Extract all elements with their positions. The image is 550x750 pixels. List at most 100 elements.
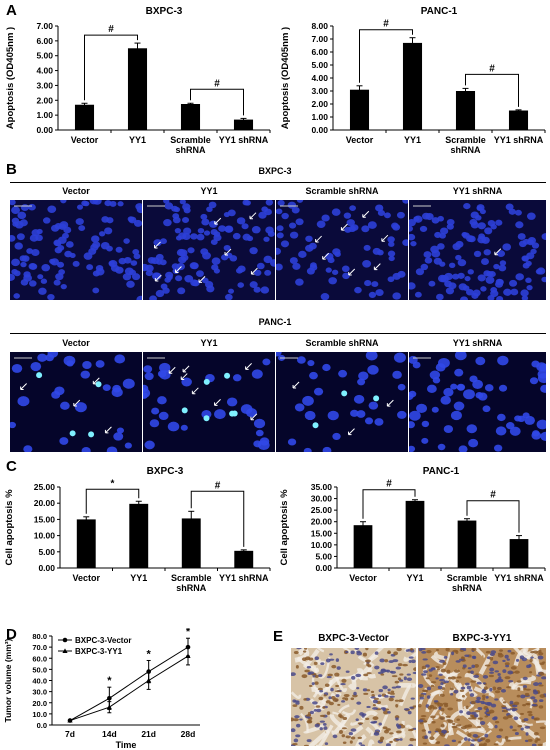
micrograph-canvas [276, 352, 407, 452]
nucleus [106, 446, 118, 452]
cell-nucleus [537, 743, 543, 746]
nucleus [532, 430, 540, 437]
y-tick-label: 3.00 [311, 86, 328, 96]
nucleus [356, 410, 366, 418]
nucleus [208, 220, 218, 228]
cell-nucleus [319, 690, 324, 693]
nucleus [122, 378, 135, 389]
nucleus [522, 255, 529, 262]
nucleus [465, 288, 474, 296]
nucleus [364, 280, 372, 287]
arrow-marker [386, 399, 394, 407]
cell-nucleus [523, 718, 529, 722]
panel-b-col-vector: Vector [62, 186, 90, 196]
cell-nucleus [474, 663, 479, 668]
cell-nucleus [438, 673, 443, 676]
cell-nucleus [291, 672, 296, 677]
cell-nucleus [355, 718, 359, 722]
cell-nucleus [469, 693, 475, 697]
nucleus [23, 445, 33, 452]
cell-nucleus [354, 648, 360, 651]
nucleus [303, 447, 312, 452]
nucleus [371, 281, 379, 288]
cell-nucleus [478, 743, 485, 746]
nucleus [434, 231, 442, 239]
cell-nucleus [350, 697, 355, 701]
nucleus [409, 421, 415, 429]
stroma-fiber [401, 720, 406, 735]
significance-mark: # [383, 19, 389, 30]
legend-marker [62, 648, 68, 653]
cell-nucleus [350, 736, 356, 740]
cell-nucleus [409, 738, 415, 742]
cell-nucleus [405, 649, 409, 652]
nucleus [484, 384, 494, 392]
cell-nucleus [389, 692, 396, 695]
panel-b-col-vector-2: Vector [62, 338, 90, 348]
nucleus [183, 227, 192, 235]
nucleus [113, 432, 124, 441]
cell-nucleus [502, 669, 507, 674]
cell-nucleus [309, 710, 315, 715]
nucleus [11, 363, 23, 373]
chart-d-tumor-volume: 0.0 10.0 20.0 30.0 40.0 50.0 60.0 70.0 80.0 Tumor… [3, 628, 200, 750]
cell-nucleus [471, 655, 476, 659]
apoptotic-nucleus [36, 372, 43, 379]
cell-nucleus [470, 714, 474, 718]
marker-circle [107, 696, 112, 701]
nucleus [11, 206, 20, 214]
cell-nucleus [463, 737, 468, 741]
nucleus [409, 392, 414, 400]
cell-nucleus [538, 705, 544, 709]
nucleus [260, 286, 270, 294]
nucleus [17, 396, 30, 407]
nucleus [409, 282, 416, 290]
cell-nucleus [382, 685, 388, 690]
x-tick-label: Scramble [171, 573, 212, 583]
cell-nucleus [421, 651, 427, 654]
nucleus [72, 260, 80, 267]
nucleus [31, 248, 40, 256]
cell-nucleus [418, 703, 422, 708]
cell-nucleus [351, 675, 356, 680]
nucleus [264, 208, 272, 216]
stroma-fiber [455, 687, 470, 699]
cell-nucleus [470, 711, 477, 715]
nucleus [181, 217, 190, 224]
cell-nucleus [306, 720, 312, 724]
cell-nucleus [395, 666, 402, 670]
cell-nucleus [408, 659, 412, 663]
cell-nucleus [490, 703, 497, 708]
nucleus [249, 281, 258, 289]
cell-nucleus [343, 693, 350, 698]
nucleus [69, 252, 76, 259]
arrow-marker [168, 366, 176, 374]
nucleus [153, 239, 162, 247]
nucleus [450, 383, 458, 390]
nucleus [37, 353, 48, 362]
nucleus [443, 387, 454, 397]
cell-nucleus [412, 671, 416, 675]
nucleus [101, 216, 110, 223]
cell-nucleus [480, 737, 486, 741]
cell-nucleus [365, 717, 370, 720]
nucleus [130, 260, 138, 266]
significance-bracket [85, 488, 140, 514]
cell-nucleus [378, 688, 384, 693]
arrow-marker [73, 399, 81, 407]
cell-nucleus [449, 687, 454, 691]
x-tick-label: shRNA [452, 583, 483, 593]
cell-nucleus [531, 716, 535, 720]
nucleus [541, 276, 546, 283]
cell-nucleus [510, 651, 515, 655]
arrow-marker [494, 248, 502, 256]
nucleus [305, 235, 313, 242]
cell-nucleus [468, 689, 473, 692]
cell-nucleus [430, 684, 435, 688]
nucleus [353, 394, 365, 404]
nucleus [181, 377, 192, 387]
significance-mark: # [489, 63, 495, 74]
micrograph-panc1-yy1 [143, 352, 275, 452]
cell-nucleus [485, 696, 489, 699]
cell-nucleus [426, 686, 432, 691]
